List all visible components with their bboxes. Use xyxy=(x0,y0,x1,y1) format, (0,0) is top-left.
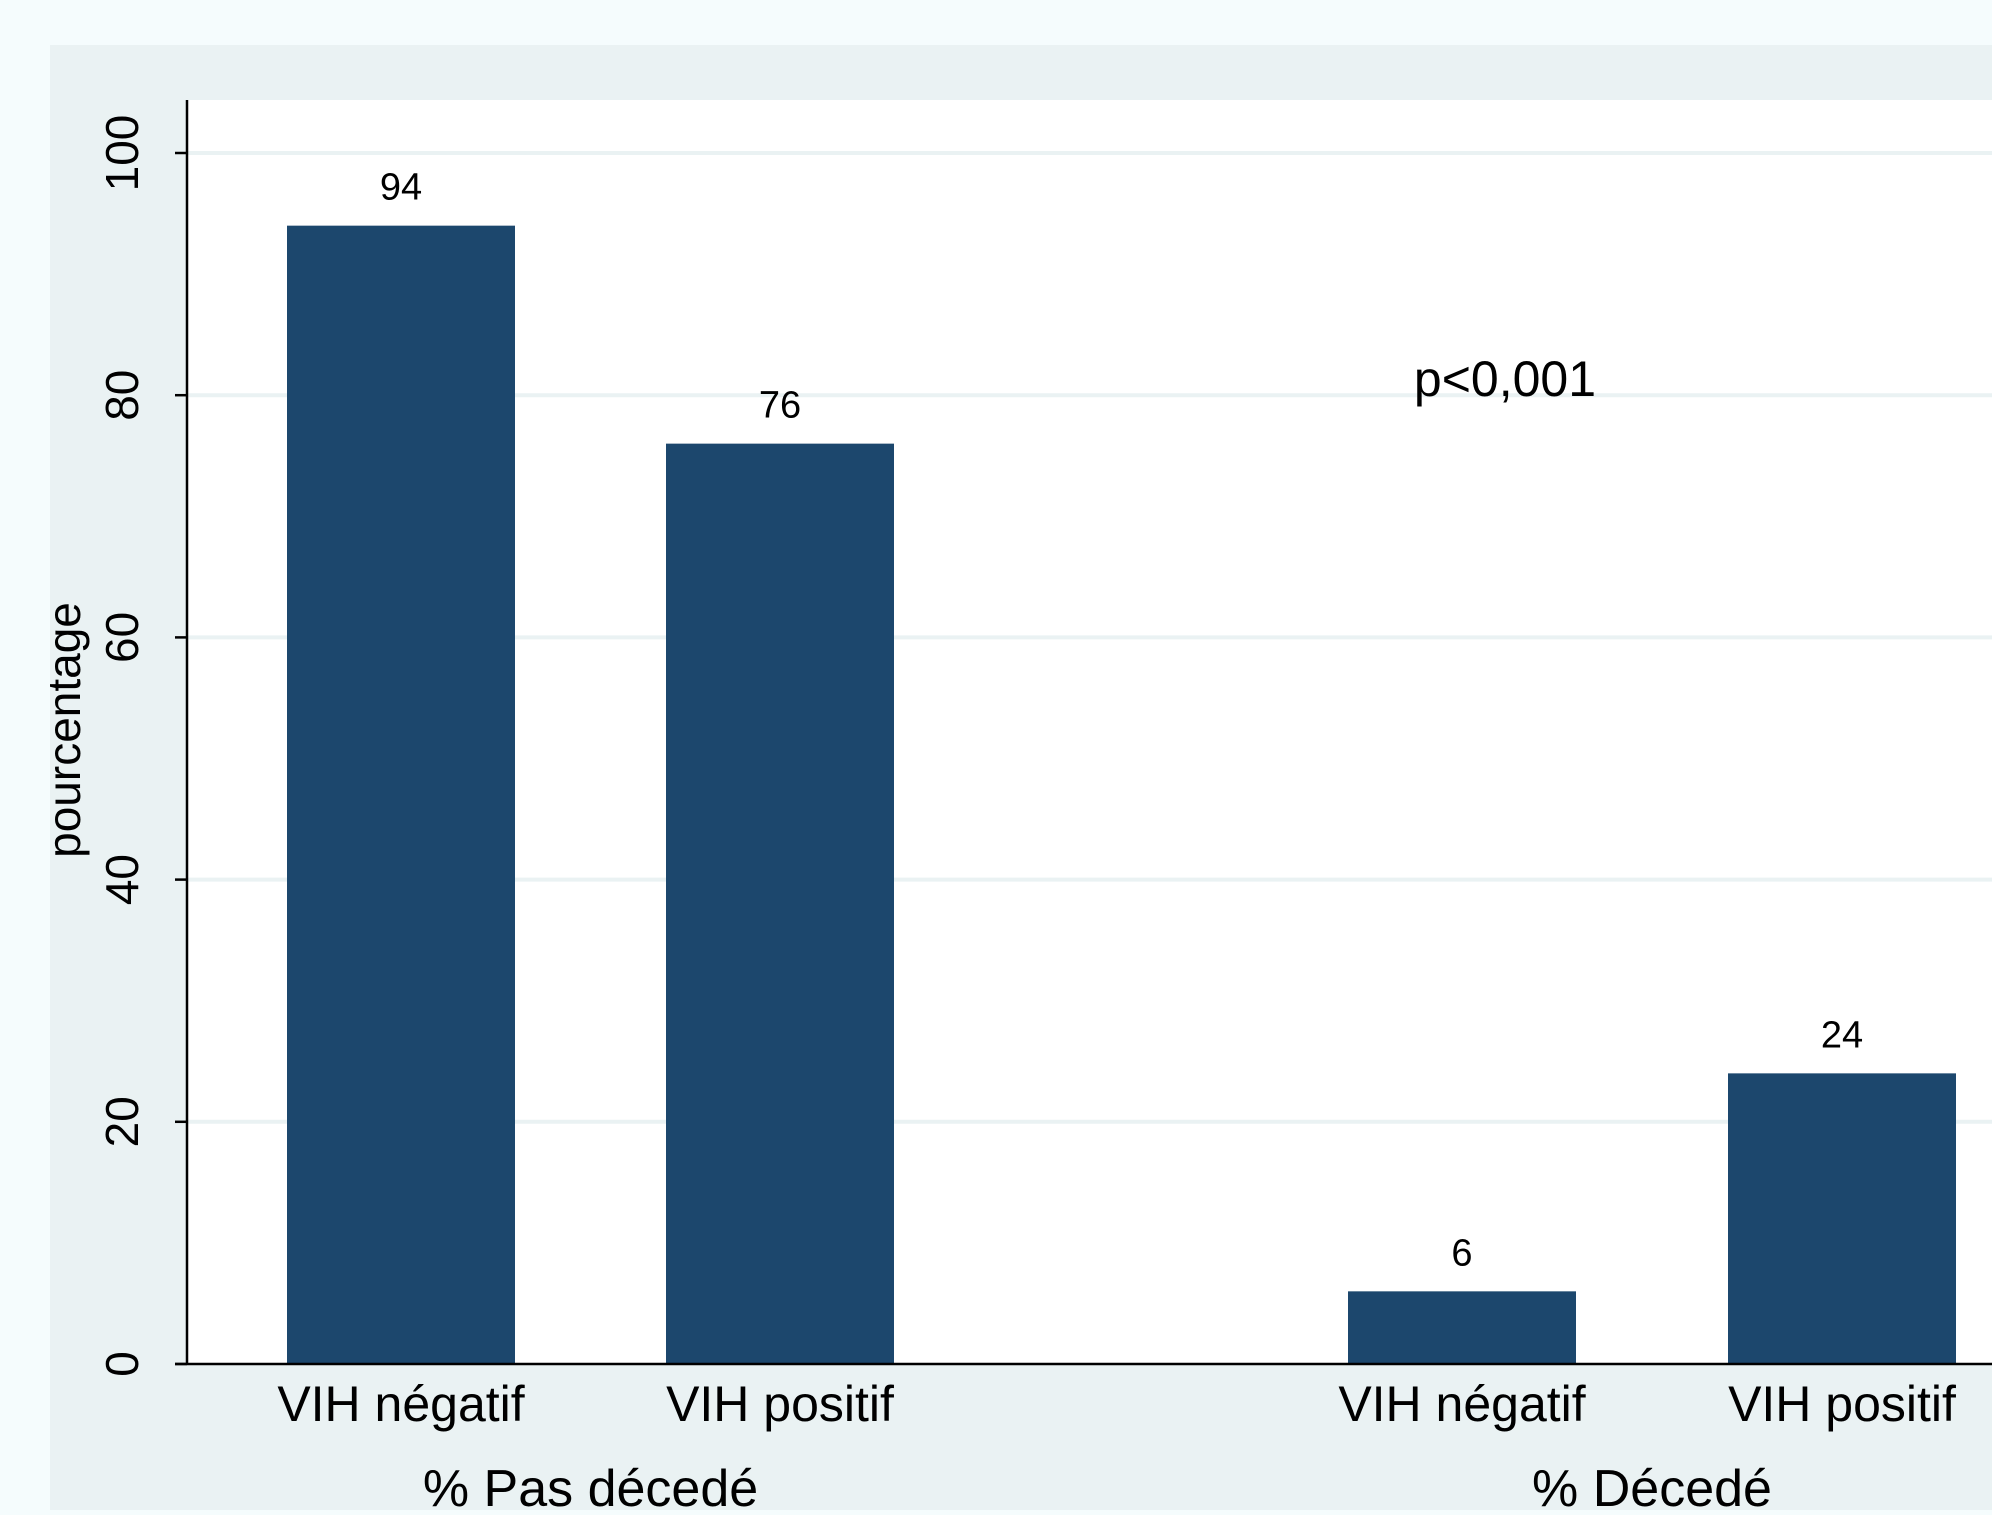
category-label: VIH positif xyxy=(666,1376,894,1432)
y-tick-label: 60 xyxy=(96,612,148,663)
bar xyxy=(666,443,894,1364)
p-value-annotation: p<0,001 xyxy=(1414,351,1596,407)
bar-value-label: 24 xyxy=(1821,1014,1863,1056)
bar xyxy=(1728,1073,1956,1364)
category-label: VIH positif xyxy=(1728,1376,1956,1432)
bar xyxy=(287,225,515,1364)
category-label: VIH négatif xyxy=(1338,1376,1585,1432)
category-label: VIH négatif xyxy=(277,1376,524,1432)
x-axis-labels: VIH négatif VIH positif % Pas décedé VIH né… xyxy=(277,1376,1956,1515)
y-tick-label: 100 xyxy=(96,115,148,192)
y-tick-label: 40 xyxy=(96,854,148,905)
bar xyxy=(1348,1291,1576,1364)
bars: 94 76 6 24 xyxy=(287,167,1956,1364)
y-axis-title: pourcentage xyxy=(38,602,90,858)
y-tick-label: 80 xyxy=(96,370,148,421)
y-axis-ticks: 0 20 40 60 80 100 xyxy=(96,115,187,1377)
group-label: % Pas décedé xyxy=(423,1460,758,1510)
bar-value-label: 76 xyxy=(759,385,801,427)
bar-value-label: 94 xyxy=(380,167,422,209)
bar-value-label: 6 xyxy=(1451,1232,1472,1274)
group-label: % Décedé xyxy=(1532,1460,1772,1510)
y-tick-label: 0 xyxy=(96,1351,148,1377)
y-tick-label: 20 xyxy=(96,1096,148,1147)
